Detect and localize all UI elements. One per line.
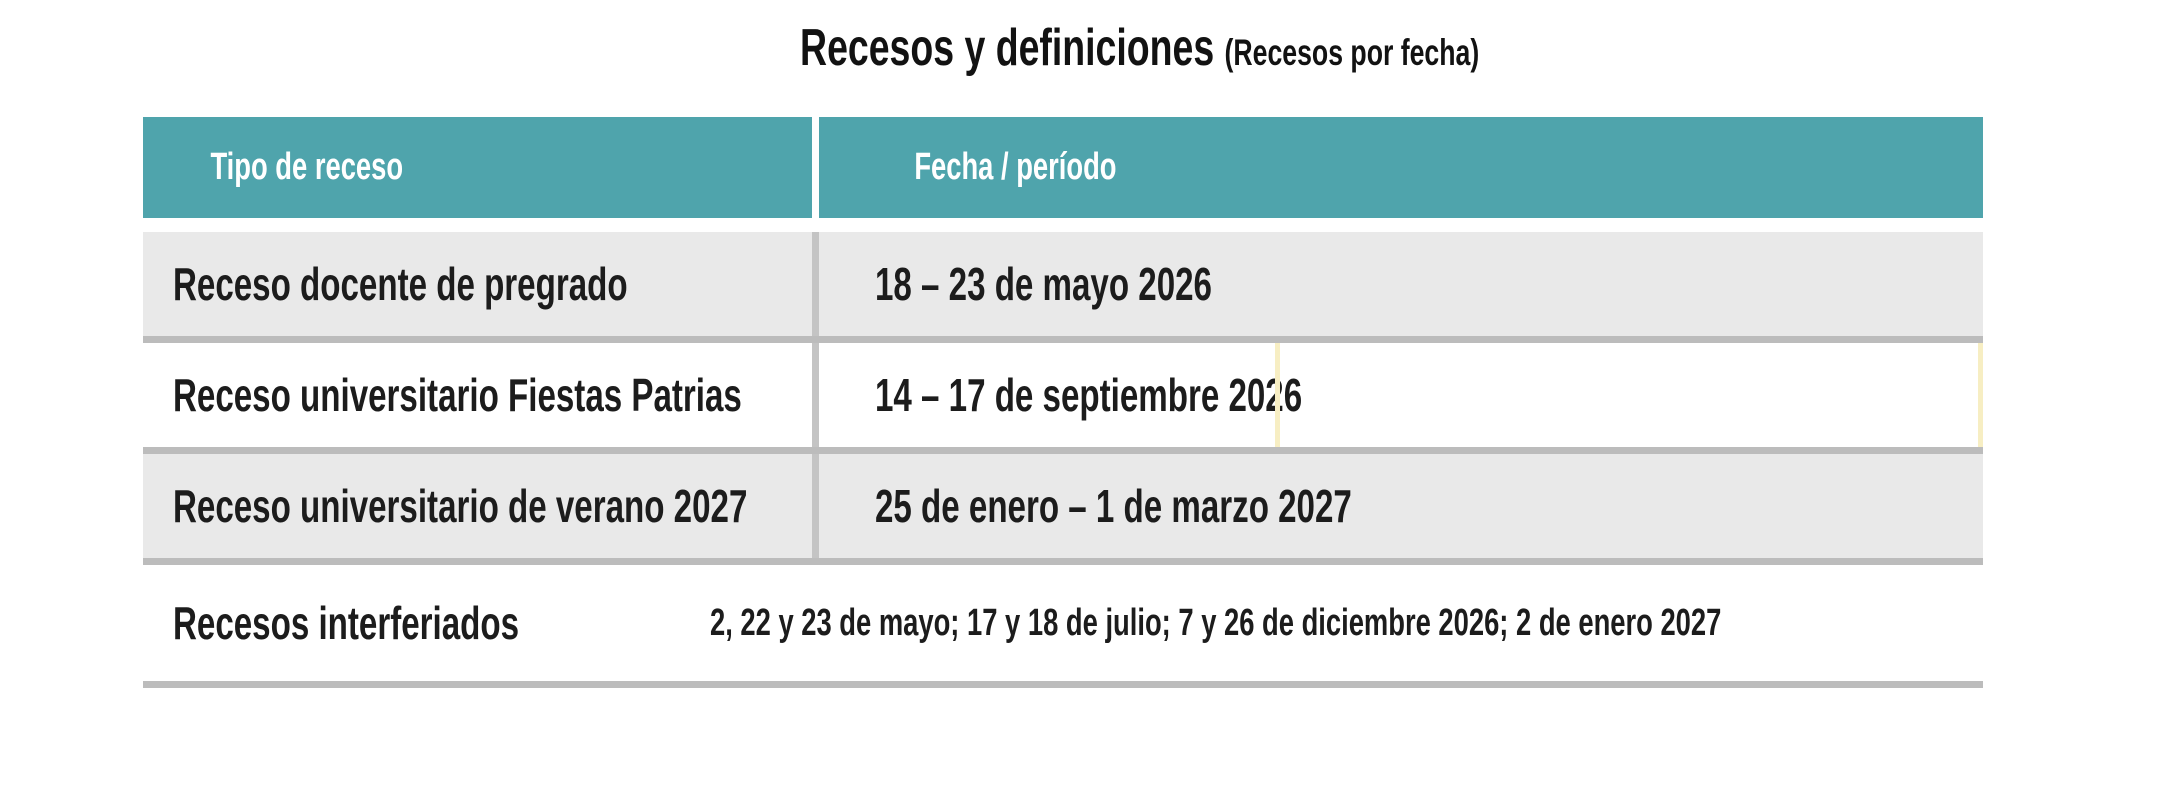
column-divider [812,343,819,447]
header-cell-fecha: Fecha / período [819,117,1983,218]
row-separator [143,447,1983,454]
column-divider [812,117,819,218]
header-cell-tipo: Tipo de receso [143,117,812,218]
highlight-line [1978,343,1983,447]
table-title: Recesos y definiciones (Recesos por fech… [112,18,2168,78]
row-separator [143,336,1983,343]
table-row: Receso docente de pregrado 18 – 23 de ma… [143,232,1983,336]
row-separator [143,558,1983,565]
cell-tipo: Receso universitario de verano 2027 [143,454,812,558]
column-divider [812,454,819,558]
cell-fecha: 14 – 17 de septiembre 2026 [819,343,1983,447]
row-separator [143,681,1983,688]
cell-tipo: Recesos interferiados [143,565,654,681]
cell-tipo: Receso docente de pregrado [143,232,812,336]
table-title-main: Recesos y definiciones [800,19,1215,77]
header-body-gap [143,218,1983,232]
cell-tipo: Receso universitario Fiestas Patrias [143,343,812,447]
table-row: Receso universitario de verano 2027 25 d… [143,454,1983,558]
recesos-table: Tipo de receso Fecha / período Receso do… [143,117,2115,688]
table-row: Receso universitario Fiestas Patrias 14 … [143,343,1983,447]
table-title-subtitle: (Recesos por fecha) [1224,32,1480,73]
cell-fecha: 2, 22 y 23 de mayo; 17 y 18 de julio; 7 … [653,565,2115,681]
cell-fecha: 25 de enero – 1 de marzo 2027 [819,454,1983,558]
highlight-line [1275,343,1280,447]
table-row: Recesos interferiados 2, 22 y 23 de mayo… [143,565,2115,681]
table-header-row: Tipo de receso Fecha / período [143,117,1983,218]
column-divider [812,232,819,336]
cell-fecha: 18 – 23 de mayo 2026 [819,232,1983,336]
